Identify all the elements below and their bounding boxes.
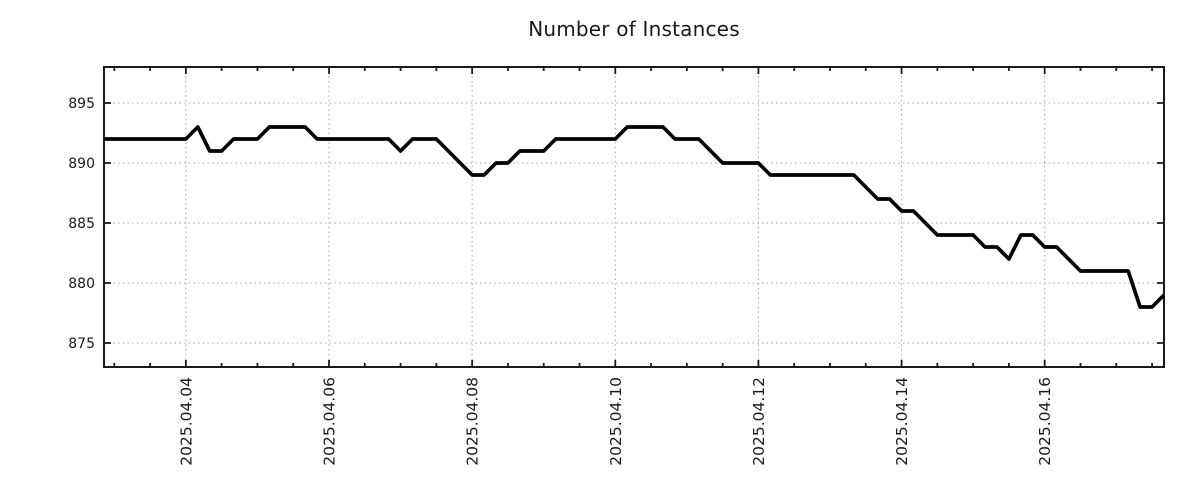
y-tick-label: 890 bbox=[68, 156, 95, 172]
x-ticks bbox=[113, 67, 1153, 367]
x-tick-label: 2025.04.06 bbox=[321, 377, 339, 466]
series-line bbox=[104, 125, 1164, 309]
x-tick-label: 2025.04.14 bbox=[893, 377, 911, 466]
y-tick-label: 875 bbox=[68, 336, 95, 352]
x-tick-label: 2025.04.16 bbox=[1036, 377, 1054, 466]
y-tick-labels: 875 880 885 890 895 bbox=[68, 96, 95, 352]
x-tick-label: 2025.04.10 bbox=[607, 377, 625, 466]
x-tick-label: 2025.04.08 bbox=[464, 377, 482, 466]
x-tick-label: 2025.04.04 bbox=[177, 377, 195, 466]
plot-border bbox=[103, 66, 1165, 368]
y-ticks bbox=[104, 102, 1164, 344]
x-tick-label: 2025.04.12 bbox=[750, 377, 768, 466]
chart-title: Number of Instances bbox=[528, 17, 740, 41]
y-tick-label: 885 bbox=[68, 216, 95, 232]
y-tick-label: 895 bbox=[68, 96, 95, 112]
y-tick-label: 880 bbox=[68, 276, 95, 292]
y-gridlines bbox=[104, 102, 1164, 344]
x-tick-labels: 2025.04.04 2025.04.06 2025.04.08 2025.04.10… bbox=[177, 377, 1054, 466]
x-gridlines bbox=[185, 67, 1046, 367]
